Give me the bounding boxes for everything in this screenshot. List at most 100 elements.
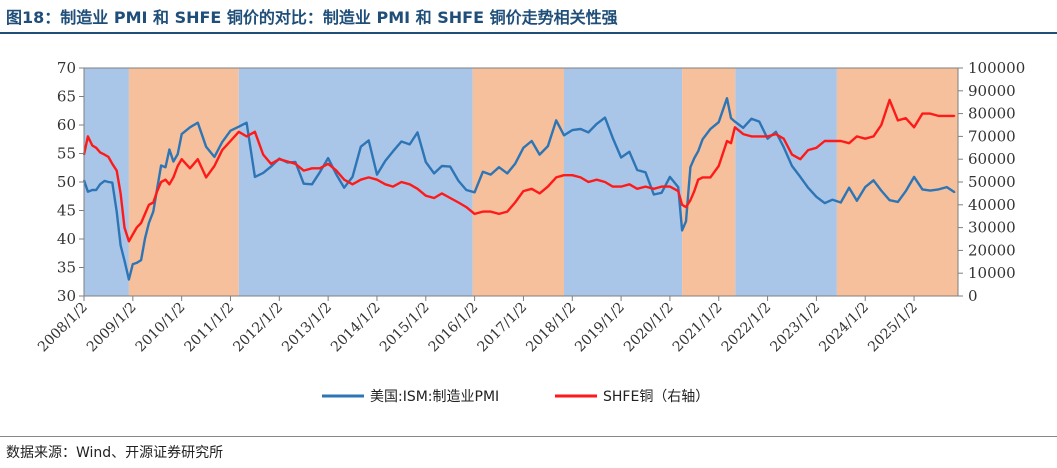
data-point-1-92 xyxy=(709,176,712,179)
data-point-1-23 xyxy=(176,165,179,167)
data-point-0-10 xyxy=(123,259,126,262)
data-point-1-93 xyxy=(717,165,720,167)
data-point-1-43 xyxy=(335,169,338,172)
data-point-0-61 xyxy=(482,170,484,173)
data-point-0-6 xyxy=(107,181,110,183)
y-left-tick-label-3: 45 xyxy=(57,202,76,220)
data-point-1-5 xyxy=(103,153,106,156)
data-point-0-13 xyxy=(135,262,138,264)
data-point-0-118 xyxy=(913,176,915,178)
data-point-1-69 xyxy=(547,185,549,188)
data-point-0-2 xyxy=(91,189,94,191)
title-divider xyxy=(0,32,1057,34)
data-point-1-55 xyxy=(433,197,435,199)
data-point-0-49 xyxy=(384,160,387,162)
data-point-0-27 xyxy=(205,145,207,148)
data-point-0-79 xyxy=(628,150,631,153)
data-point-0-62 xyxy=(489,173,492,176)
data-point-1-51 xyxy=(400,181,403,183)
legend-label-1: SHFE铜（右轴） xyxy=(603,389,709,405)
x-tick-label-7: 2015/1/2 xyxy=(377,300,433,356)
data-point-1-40 xyxy=(311,167,313,170)
data-point-0-83 xyxy=(660,192,663,194)
data-point-0-122 xyxy=(945,186,948,188)
data-point-1-86 xyxy=(681,204,683,206)
data-point-1-96 xyxy=(734,126,736,129)
data-point-1-4 xyxy=(99,151,101,154)
data-point-0-70 xyxy=(555,119,557,122)
data-point-1-11 xyxy=(128,240,130,243)
data-point-0-45 xyxy=(351,176,354,178)
x-tick-label-0: 2008/1/2 xyxy=(35,300,91,356)
y-right-tick-label-6: 60000 xyxy=(968,150,1016,168)
data-point-1-2 xyxy=(91,144,94,147)
x-tick-label-4: 2012/1/2 xyxy=(230,300,286,356)
data-point-0-77 xyxy=(611,137,614,139)
data-point-0-15 xyxy=(144,237,146,240)
data-point-0-121 xyxy=(937,188,940,191)
data-point-1-90 xyxy=(697,178,700,181)
y-right-tick-label-8: 80000 xyxy=(968,105,1016,123)
data-point-0-86 xyxy=(681,229,683,232)
data-point-1-97 xyxy=(742,133,744,135)
data-point-0-19 xyxy=(160,164,162,167)
data-point-1-114 xyxy=(880,124,883,126)
data-point-0-109 xyxy=(840,201,842,204)
data-point-0-58 xyxy=(457,180,460,182)
data-point-0-30 xyxy=(229,129,232,132)
data-point-1-95 xyxy=(730,142,732,145)
data-point-1-48 xyxy=(376,178,378,181)
data-point-0-11 xyxy=(128,278,130,281)
data-point-0-1 xyxy=(87,190,89,193)
data-point-0-28 xyxy=(213,156,216,158)
data-point-0-100 xyxy=(766,137,769,140)
data-point-0-35 xyxy=(270,165,272,168)
data-point-1-113 xyxy=(872,135,875,138)
data-point-0-81 xyxy=(644,171,647,174)
data-point-1-46 xyxy=(360,178,362,181)
data-point-1-58 xyxy=(457,201,460,204)
data-point-0-5 xyxy=(103,180,106,182)
data-point-0-60 xyxy=(473,191,476,194)
data-point-1-107 xyxy=(823,140,826,142)
data-point-0-98 xyxy=(750,117,753,120)
data-point-0-51 xyxy=(400,140,403,143)
data-point-0-97 xyxy=(742,127,744,129)
series-line-0 xyxy=(82,97,956,281)
data-point-0-16 xyxy=(148,222,150,224)
page-title: 图18：制造业 PMI 和 SHFE 铜价的对比：制造业 PMI 和 SHFE … xyxy=(6,8,618,27)
data-point-0-57 xyxy=(449,165,452,168)
x-tick-label-8: 2016/1/2 xyxy=(426,300,482,356)
x-tick-label-11: 2019/1/2 xyxy=(572,300,628,356)
data-point-0-123 xyxy=(953,191,956,194)
x-tick-label-6: 2014/1/2 xyxy=(328,300,384,356)
data-point-1-82 xyxy=(653,188,655,190)
y-left-tick-label-0: 30 xyxy=(57,287,76,305)
x-tick-label-5: 2013/1/2 xyxy=(279,300,335,356)
data-point-1-74 xyxy=(587,181,590,183)
data-point-0-66 xyxy=(522,147,525,149)
y-right-tick-label-1: 10000 xyxy=(968,264,1016,282)
shading-band-5 xyxy=(682,68,736,296)
data-point-1-61 xyxy=(482,210,484,213)
data-point-0-120 xyxy=(929,189,931,192)
data-point-0-32 xyxy=(245,121,248,124)
source-note: 数据来源：Wind、开源证券研究所 xyxy=(6,445,224,461)
data-point-0-102 xyxy=(782,146,785,149)
data-point-1-30 xyxy=(229,140,232,142)
data-point-0-88 xyxy=(689,166,692,168)
data-point-1-3 xyxy=(95,147,98,149)
data-point-1-49 xyxy=(384,183,387,186)
data-point-1-71 xyxy=(563,174,565,176)
y-left-tick-label-7: 65 xyxy=(57,88,76,106)
y-left-tick-label-4: 50 xyxy=(57,173,76,191)
series-line-1 xyxy=(82,98,955,243)
y-left-tick-label-5: 55 xyxy=(57,145,76,163)
footer-divider xyxy=(0,436,1057,437)
data-point-0-82 xyxy=(653,193,655,196)
y-left-tick-label-1: 35 xyxy=(57,259,76,277)
data-point-0-46 xyxy=(360,145,362,148)
shading-band-3 xyxy=(472,68,564,296)
data-point-1-19 xyxy=(160,181,162,183)
data-point-1-65 xyxy=(514,201,516,204)
